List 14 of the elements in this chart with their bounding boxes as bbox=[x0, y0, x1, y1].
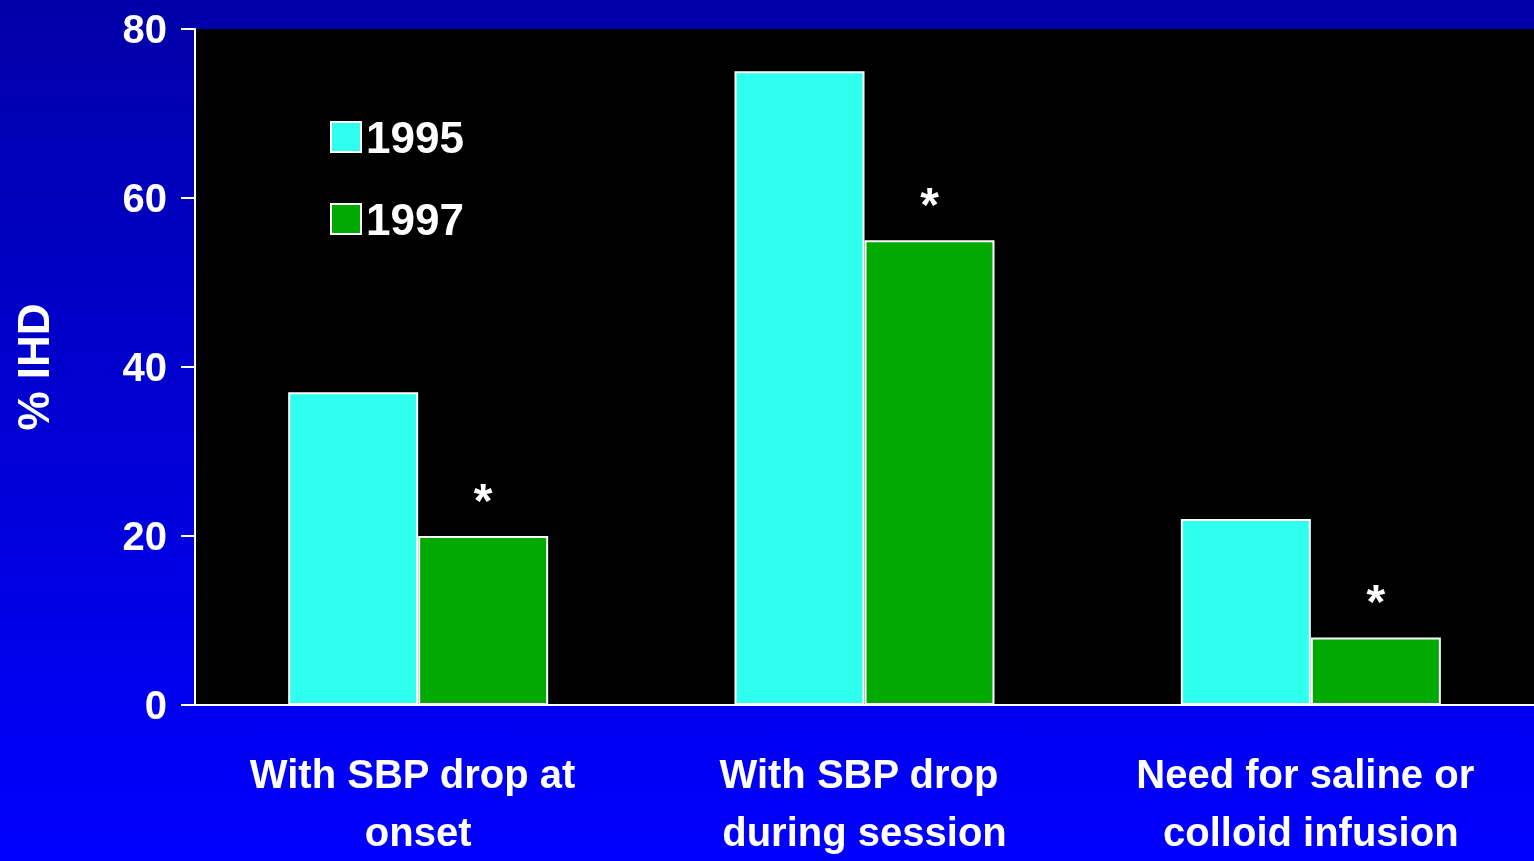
y-tick-label: 80 bbox=[122, 7, 167, 51]
y-axis-title: % IHD bbox=[8, 303, 58, 431]
x-tick-label: With SBP drop at onset bbox=[249, 752, 587, 854]
x-tick-label: Need for saline or colloid infusion bbox=[1136, 752, 1486, 854]
annotation: * bbox=[1366, 574, 1386, 628]
annotation: * bbox=[473, 473, 493, 527]
y-tick-label: 40 bbox=[122, 345, 167, 389]
legend-label: 1997 bbox=[366, 194, 464, 244]
annotation: * bbox=[920, 177, 940, 231]
y-tick-label: 0 bbox=[144, 683, 167, 727]
y-tick-label: 60 bbox=[122, 176, 167, 220]
x-tick-label: With SBP drop during session bbox=[719, 752, 1010, 854]
y-tick-label: 20 bbox=[122, 514, 167, 558]
legend-label: 1995 bbox=[366, 112, 464, 162]
